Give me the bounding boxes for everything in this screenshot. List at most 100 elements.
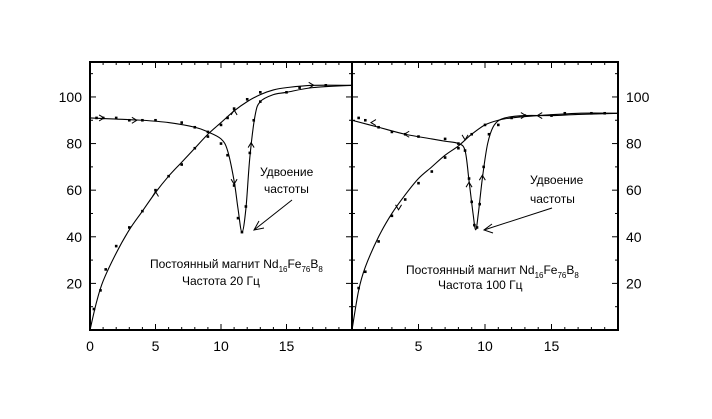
left-series-0-point <box>128 226 131 229</box>
left-series-1-point <box>180 121 183 124</box>
left-series-0-point <box>226 116 229 120</box>
left-series-1-point <box>141 118 144 122</box>
right-series-0-point <box>430 170 434 173</box>
left-series-0-point <box>141 209 144 213</box>
right-series-1-direction-arrow <box>369 119 377 127</box>
right-series-0-direction-arrow <box>395 204 402 211</box>
right-magnet-prefix: Постоянный магнит Nd <box>406 263 535 277</box>
right-series-1-point <box>470 200 473 204</box>
right-series-1-point <box>497 123 500 127</box>
right-series-0-point <box>443 156 447 159</box>
left-series-1-point <box>95 116 98 120</box>
left-series-1-direction-arrow <box>98 114 106 122</box>
right-series-0-point <box>390 214 394 218</box>
right-y-tick-label: 20 <box>626 275 642 291</box>
right-series-1-point <box>467 177 471 180</box>
left-series-0-point <box>167 174 170 178</box>
right-series-1-direction-arrow <box>478 174 486 181</box>
left-series-1-point <box>252 118 256 122</box>
right-magnet-sub3: 8 <box>574 271 579 280</box>
left-series-1-point <box>244 205 248 208</box>
left-doubling-arrow <box>253 199 293 231</box>
left-series-0-point <box>92 307 96 311</box>
left-series-0-point <box>206 135 210 138</box>
left-series-0-point <box>232 107 236 110</box>
right-series-1-point <box>475 226 479 229</box>
right-y-tick-label: 40 <box>626 229 642 245</box>
right-series-0-line <box>351 112 619 331</box>
left-y-tick-label: 100 <box>59 89 83 105</box>
left-series-1-point <box>101 116 105 120</box>
left-series-1-direction-arrow <box>131 116 138 124</box>
left-series-1-point <box>219 142 223 145</box>
right-series-1-direction-arrow <box>520 112 527 120</box>
right-series-0-point <box>590 111 593 115</box>
left-series-0-line <box>89 84 353 331</box>
right-series-1-point <box>357 116 360 120</box>
left-series-1-point <box>259 100 262 103</box>
left-series-1-line <box>89 84 353 233</box>
left-x-tick-label: 10 <box>213 338 229 354</box>
right-x-tick-label: 10 <box>477 338 493 354</box>
right-series-0-point <box>357 286 360 290</box>
right-series-1-point <box>473 223 476 227</box>
left-series-0-direction-arrow <box>152 190 159 197</box>
left-magnet-label: Постоянный магнит Nd16Fe76B8 <box>150 257 323 274</box>
right-series-0-point <box>417 181 420 185</box>
left-series-1-point <box>193 125 197 129</box>
left-series-1-point <box>285 90 288 94</box>
right-series-1-direction-arrow <box>465 181 473 188</box>
right-series-0-point <box>483 123 487 127</box>
right-series-1-direction-arrow <box>403 130 410 138</box>
left-annotations: Удвоение частоты Постоянный магнит Nd16F… <box>150 165 323 288</box>
right-y-tick-label: 60 <box>626 182 642 198</box>
left-magnet-sub1: 16 <box>279 265 288 274</box>
left-series-0-point <box>114 244 118 248</box>
left-magnet-sub2: 76 <box>301 265 310 274</box>
left-series-0-point <box>154 188 157 192</box>
left-magnet-sub3: 8 <box>318 265 323 274</box>
right-doubling-label-1: Удвоение <box>530 173 584 187</box>
right-series-0-direction-arrow <box>461 134 469 141</box>
right-series-1-point <box>417 135 420 138</box>
left-series-1-point <box>236 216 240 220</box>
right-series-1-point <box>487 132 491 136</box>
right-series-1-point <box>478 202 481 206</box>
left-series-0-point <box>219 123 223 127</box>
left-plot-area: 0 5 10 15 20 40 60 80 100 <box>59 62 353 354</box>
right-magnet-label: Постоянный магнит Nd16Fe76B8 <box>406 263 579 280</box>
right-series-0-point <box>457 146 460 150</box>
left-plot-frame <box>89 61 353 331</box>
right-annotations: Удвоение частоты Постоянный магнит Nd16F… <box>406 173 584 292</box>
left-magnet-prefix: Постоянный магнит Nd <box>150 257 279 271</box>
right-magnet-sub1: 16 <box>535 271 544 280</box>
left-y-tick-label: 40 <box>66 229 82 245</box>
right-series-1-point <box>377 125 380 129</box>
right-series-0-point <box>403 198 407 201</box>
left-x-tick-label: 0 <box>86 338 94 354</box>
right-series-0-point <box>470 132 473 136</box>
left-series-0-direction-arrow <box>230 108 238 116</box>
left-series-1-direction-arrow <box>230 178 238 186</box>
left-y-tick-label: 20 <box>66 275 82 291</box>
left-panel: 0 5 10 15 20 40 60 80 100 Удвоение частоты Посто… <box>59 61 353 354</box>
right-series-1-point <box>403 132 407 136</box>
left-frequency-label: Частота 20 Гц <box>182 274 260 288</box>
left-series-0-point <box>104 268 108 271</box>
right-doubling-arrowhead <box>482 223 494 234</box>
right-series-1-point <box>457 142 460 145</box>
left-series-0-point <box>324 84 328 87</box>
right-x-tick-label: 15 <box>544 338 560 354</box>
right-magnet-el3: B <box>566 263 574 277</box>
left-series-1-direction-arrow <box>247 141 255 148</box>
right-magnet-sub2: 76 <box>557 271 566 280</box>
left-doubling-arrowhead <box>253 220 265 231</box>
right-x-tick-label: 5 <box>415 338 423 354</box>
right-frequency-label: Частота 100 Гц <box>438 278 523 292</box>
left-series-0-point <box>180 163 183 166</box>
right-doubling-label-2: частоты <box>530 192 575 206</box>
left-x-tick-label: 5 <box>152 338 160 354</box>
right-series-1-point <box>364 118 367 122</box>
